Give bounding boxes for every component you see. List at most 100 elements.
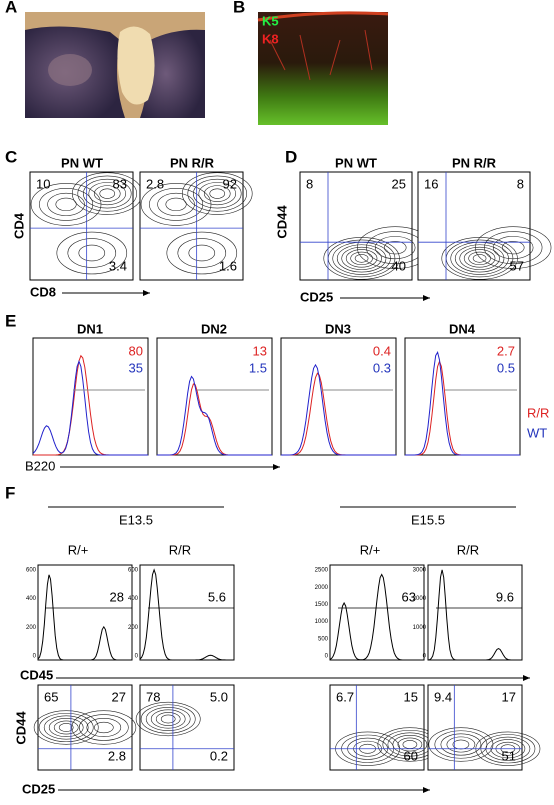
y-tick-label: 0 — [325, 654, 329, 660]
contour — [177, 238, 227, 268]
panel-letter: A — [5, 0, 17, 16]
histogram-wt — [405, 350, 520, 456]
y-tick-label: 200 — [26, 625, 37, 631]
quadrant-value: 6.7 — [336, 689, 354, 704]
contour — [203, 185, 231, 202]
y-tick-label: 1000 — [315, 619, 329, 625]
plot-frame — [329, 564, 425, 661]
percent-wt: 35 — [129, 360, 143, 375]
contour — [140, 704, 196, 734]
contour — [354, 254, 369, 263]
contour — [492, 236, 534, 260]
axis-label: CD25 — [300, 289, 333, 304]
quadrant-value: 60 — [404, 748, 418, 763]
quadrant-value: 51 — [502, 748, 516, 763]
contour — [345, 249, 378, 268]
axis-label: B220 — [25, 458, 55, 473]
contour — [99, 188, 116, 199]
quadrant-value: 25 — [392, 176, 406, 191]
contour — [187, 175, 248, 212]
contour — [86, 718, 122, 737]
contour — [350, 251, 373, 266]
contour — [341, 246, 382, 270]
panel-letter: E — [5, 311, 16, 330]
contour — [48, 718, 84, 737]
quadrant-value: 16 — [424, 176, 438, 191]
percent-cd45: 63 — [402, 589, 416, 604]
axis-label: CD45 — [20, 667, 53, 682]
histogram-wt — [281, 363, 396, 456]
contour — [188, 244, 216, 262]
panel-letter: B — [233, 0, 245, 16]
contour — [150, 709, 186, 729]
plot-frame — [29, 171, 134, 281]
plot-title: PN R/R — [452, 155, 497, 170]
contour — [157, 192, 195, 216]
y-tick-label: 0 — [135, 654, 139, 660]
percent-cd45: 9.6 — [496, 589, 514, 604]
plot-frame — [139, 171, 244, 281]
histogram — [427, 569, 522, 661]
legend-entry: WT — [527, 425, 547, 440]
panel-a-image — [25, 12, 205, 119]
panel-letter: F — [5, 483, 15, 502]
y-tick-label: 600 — [26, 568, 37, 574]
plot-title: DN4 — [449, 321, 476, 336]
y-tick-label: 1000 — [413, 625, 427, 631]
panel-letter: C — [5, 147, 17, 166]
panel-b-image — [257, 11, 389, 125]
percent-cd45: 28 — [110, 589, 124, 604]
contour — [459, 246, 500, 270]
axis-label: CD44 — [13, 711, 28, 745]
plot-frame — [427, 564, 523, 661]
contour — [78, 714, 129, 741]
plot-title: DN2 — [201, 321, 227, 336]
quadrant-value: 0.2 — [210, 748, 228, 763]
contour — [78, 244, 106, 262]
y-tick-label: 2000 — [315, 585, 329, 591]
contour — [160, 714, 176, 724]
quadrant-value: 65 — [44, 689, 58, 704]
y-tick-label: 0 — [33, 654, 37, 660]
quadrant-value: 1.6 — [219, 258, 237, 273]
contour — [33, 710, 99, 745]
percent-wt: 0.5 — [497, 360, 515, 375]
contour — [67, 238, 117, 268]
contour — [192, 178, 242, 209]
quadrant-value: 83 — [113, 176, 127, 191]
percent-cd45: 5.6 — [208, 589, 226, 604]
histogram — [329, 573, 424, 661]
plot-frame — [37, 564, 133, 661]
contour — [30, 183, 102, 226]
plot-title: DN1 — [77, 321, 103, 336]
contour — [472, 254, 487, 263]
contour — [39, 188, 94, 221]
contour — [454, 244, 505, 273]
contour — [55, 197, 77, 212]
histogram — [37, 574, 132, 661]
contour — [145, 706, 191, 731]
quadrant-value: 2.8 — [146, 176, 164, 191]
contour — [47, 192, 85, 216]
contour — [166, 231, 238, 275]
y-tick-label: 400 — [26, 596, 37, 602]
contour — [336, 244, 387, 273]
contour — [58, 723, 74, 732]
y-tick-label: 500 — [318, 636, 329, 642]
genotype-label: R/+ — [360, 542, 381, 557]
axis-label: CD8 — [30, 284, 56, 299]
quadrant-value: 9.4 — [434, 689, 452, 704]
y-tick-label: 400 — [128, 596, 139, 602]
quadrant-value: 8 — [306, 176, 313, 191]
contour — [475, 226, 552, 269]
contour — [155, 712, 181, 726]
plot-frame — [156, 337, 273, 456]
percent-rr: 2.7 — [497, 343, 515, 358]
percent-wt: 1.5 — [249, 360, 267, 375]
contour — [463, 249, 496, 268]
quadrant-value: 78 — [146, 689, 160, 704]
contour — [93, 721, 114, 734]
axis-label: CD25 — [22, 781, 55, 796]
contour — [93, 185, 121, 202]
